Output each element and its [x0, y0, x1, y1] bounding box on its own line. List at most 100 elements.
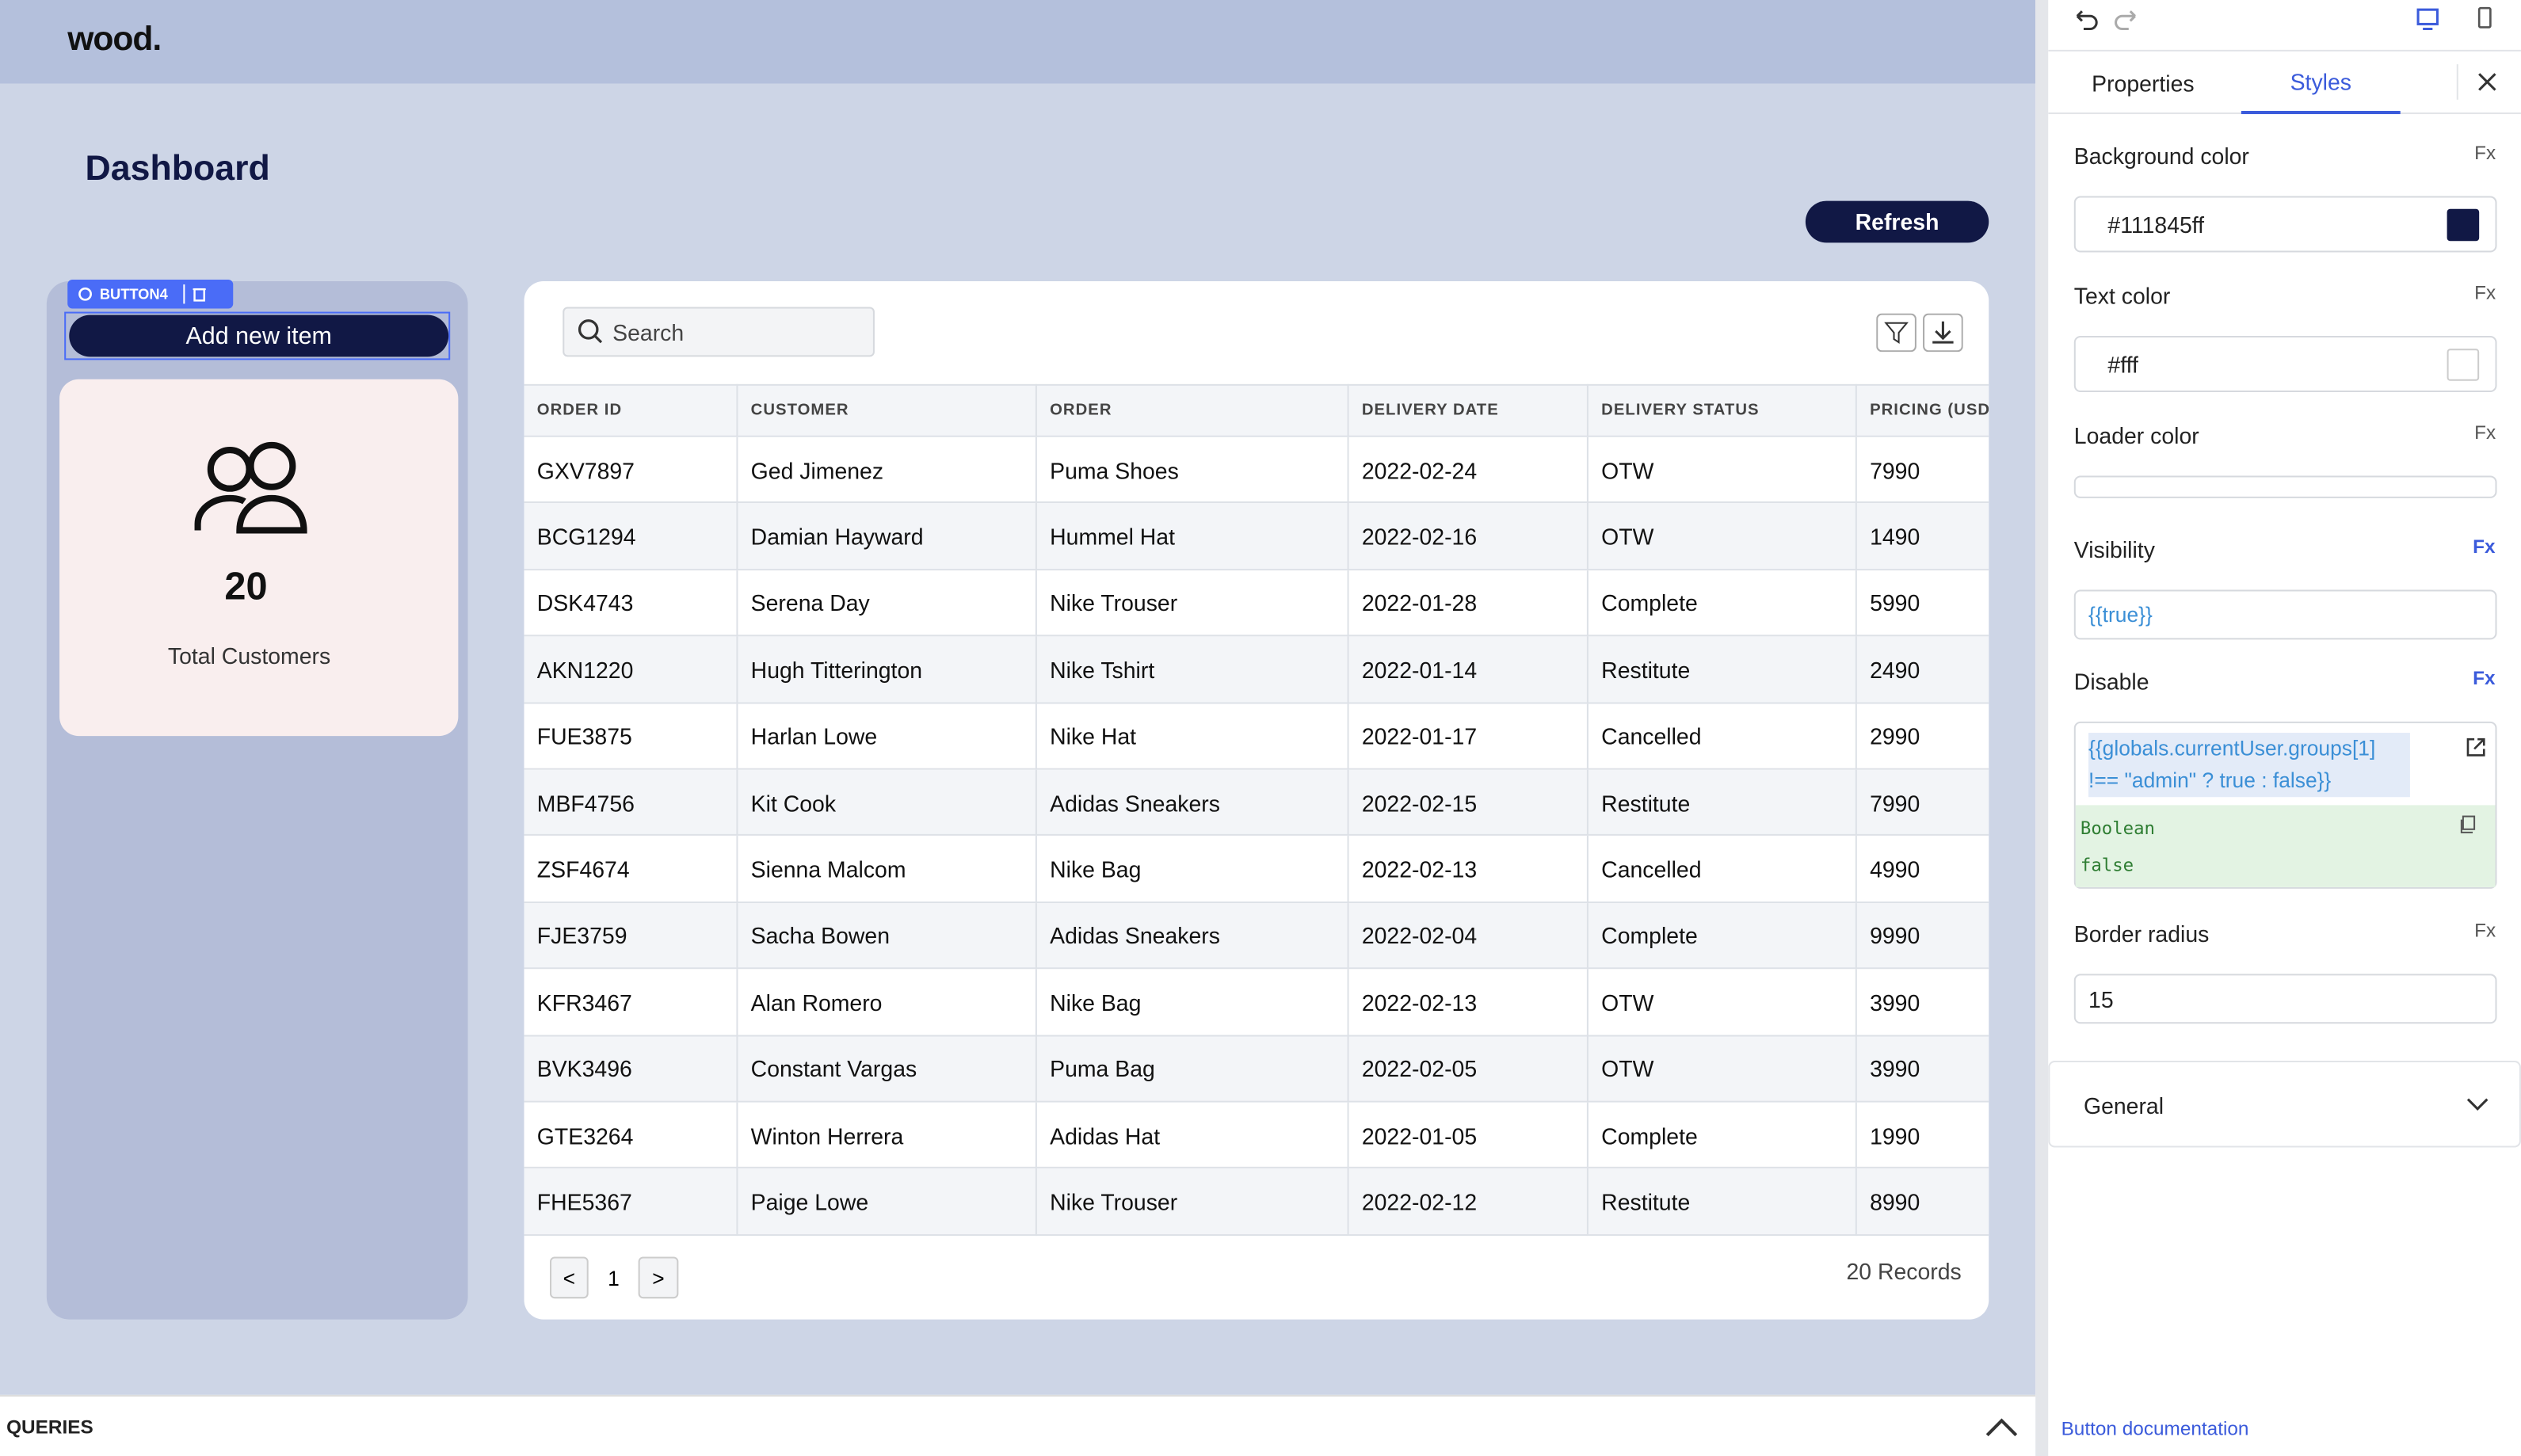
stat-value: 20	[224, 566, 268, 609]
color-input[interactable]: #111845ff	[2073, 196, 2497, 253]
color-input[interactable]: #fff	[2073, 335, 2497, 393]
table-row[interactable]	[524, 1035, 1989, 1103]
table-cell: Paige Lowe	[738, 1168, 1037, 1236]
section-header[interactable]: General	[2048, 1060, 2521, 1148]
table-cell: OTW	[1588, 436, 1857, 504]
table-cell: Puma Bag	[1037, 1035, 1349, 1103]
column-header[interactable]: CUSTOMER	[738, 383, 1037, 437]
queries-label: QUERIES	[6, 1416, 93, 1439]
queries-bar[interactable]: QUERIES	[0, 1394, 2036, 1456]
table-cell: Puma Shoes	[1037, 436, 1349, 504]
swatch[interactable]	[2447, 208, 2480, 241]
undo-redo[interactable]	[2071, 6, 2142, 32]
table-cell: BCG1294	[524, 503, 738, 570]
column-header[interactable]: ORDER	[1037, 383, 1349, 437]
table-row[interactable]	[524, 703, 1989, 770]
tab-active[interactable]: Styles	[2241, 51, 2401, 115]
doc-link[interactable]: Button documentation	[2061, 1417, 2249, 1440]
table-cell: OTW	[1588, 503, 1857, 570]
table-cell: FUE3875	[524, 703, 738, 770]
color-input[interactable]	[2073, 475, 2497, 498]
column-header[interactable]: ORDER ID	[524, 383, 738, 437]
table-row[interactable]	[524, 1168, 1989, 1236]
table-row[interactable]	[524, 836, 1989, 903]
prev-page[interactable]: <	[550, 1256, 589, 1299]
dashboard-title: Dashboard	[85, 147, 270, 189]
table-cell: GXV7897	[524, 436, 738, 504]
search-placeholder: Search	[612, 318, 685, 345]
table-row[interactable]	[524, 902, 1989, 970]
column-header[interactable]: PRICING (USD	[1857, 384, 1989, 437]
table-cell: 2022-02-12	[1349, 1168, 1588, 1236]
column-header[interactable]: DELIVERY STATUS	[1588, 383, 1857, 437]
code-editor[interactable]: {{globals.currentUser.groups[1] !== "adm…	[2073, 721, 2497, 889]
table-row[interactable]	[524, 503, 1989, 570]
logo[interactable]: wood.	[67, 21, 162, 59]
column-header[interactable]: DELIVERY DATE	[1349, 383, 1588, 437]
table-cell: Restitute	[1588, 1168, 1857, 1236]
add-button[interactable]: Add new item	[69, 314, 449, 357]
table-cell: OTW	[1588, 1035, 1857, 1103]
table-cell: FHE5367	[524, 1168, 738, 1236]
field-label: Visibility	[2073, 536, 2155, 563]
widget-name: BUTTON4	[99, 286, 168, 303]
expand-icon[interactable]	[1984, 1416, 2019, 1438]
tabs: Properties Styles	[2048, 49, 2521, 115]
table-row[interactable]	[524, 969, 1989, 1036]
table-row[interactable]	[524, 1102, 1989, 1169]
fx-toggle[interactable]: Fx	[2473, 666, 2496, 690]
stat-card: 20 Total Customers	[59, 379, 459, 737]
close-icon[interactable]	[2476, 71, 2498, 93]
table-cell: Kit Cook	[738, 769, 1037, 837]
table-cell: AKN1220	[524, 636, 738, 703]
delete-icon[interactable]	[185, 284, 215, 303]
fx-toggle[interactable]: Fx	[2473, 535, 2496, 558]
table-cell: 2022-01-05	[1349, 1102, 1588, 1169]
table-cell: Adidas Sneakers	[1037, 769, 1349, 837]
copy-icon[interactable]	[2458, 815, 2477, 834]
device-toggle[interactable]	[2415, 6, 2495, 32]
table-cell: OTW	[1588, 969, 1857, 1036]
fx-toggle[interactable]: Fx	[2474, 919, 2496, 942]
table-cell: KFR3467	[524, 969, 738, 1036]
page-number[interactable]: 1	[608, 1266, 620, 1291]
fx-toggle[interactable]: Fx	[2474, 141, 2496, 164]
fx-toggle[interactable]: Fx	[2474, 281, 2496, 304]
field-label: Border radius	[2073, 920, 2210, 947]
table-cell: Harlan Lowe	[738, 703, 1037, 770]
table-cell: 9990	[1857, 903, 1989, 970]
table-cell: 7990	[1857, 770, 1989, 837]
section-title: General	[2083, 1092, 2164, 1119]
table-cell: 2022-01-14	[1349, 636, 1588, 703]
number-input[interactable]: 15	[2073, 974, 2497, 1024]
refresh-button[interactable]: Refresh	[1805, 200, 1989, 243]
field-label: Loader color	[2073, 422, 2199, 449]
tab[interactable]: Properties	[2092, 71, 2195, 97]
table-cell: 2490	[1857, 637, 1989, 703]
table-cell: Complete	[1588, 570, 1857, 637]
code-input[interactable]: {{true}}	[2073, 589, 2497, 640]
table-cell: Nike Bag	[1037, 836, 1349, 903]
table-cell: Restitute	[1588, 769, 1857, 837]
table-row[interactable]	[524, 436, 1989, 504]
table-row[interactable]	[524, 769, 1989, 837]
inspector-panel: Properties Styles Background color Fx #1…	[2048, 0, 2521, 1456]
filter-button[interactable]	[1876, 313, 1916, 353]
table-row[interactable]	[524, 570, 1989, 637]
table-cell: 8990	[1857, 1169, 1989, 1236]
swatch[interactable]	[2447, 348, 2480, 380]
divider	[2035, 0, 2049, 1456]
download-button[interactable]	[1923, 313, 1963, 353]
table-row[interactable]	[524, 636, 1989, 703]
table-widget: Search < 1 > 20 Records ORDER ID CUSTOMER…	[524, 281, 1989, 1320]
popout-icon[interactable]	[2465, 736, 2487, 758]
widget-tag[interactable]: BUTTON4	[67, 279, 234, 309]
table-cell: FJE3759	[524, 902, 738, 970]
next-page[interactable]: >	[638, 1256, 679, 1299]
search-box[interactable]: Search	[563, 307, 875, 357]
fx-toggle[interactable]: Fx	[2474, 421, 2496, 444]
eval-preview: Boolean false	[2075, 805, 2496, 887]
table-cell: Sienna Malcom	[738, 836, 1037, 903]
eval-result: false	[2080, 855, 2134, 876]
